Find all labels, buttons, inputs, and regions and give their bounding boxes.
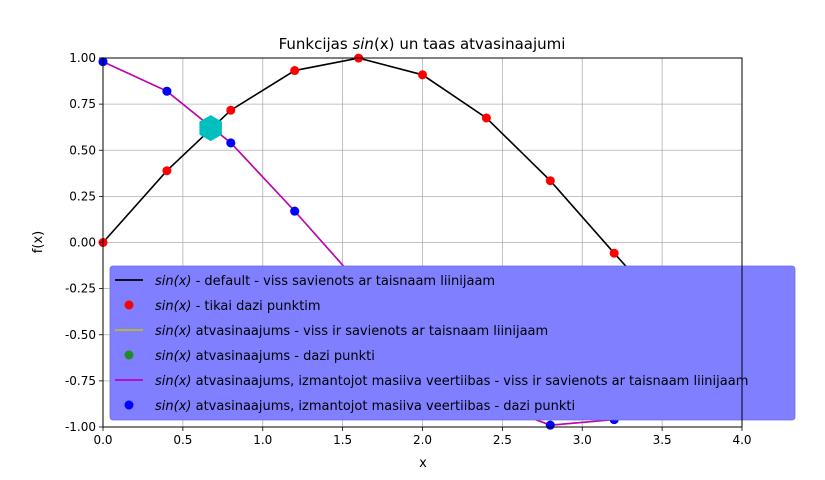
series-point-array_points xyxy=(226,138,236,148)
legend-swatch-point xyxy=(124,400,134,410)
series-point-sin_points xyxy=(418,70,427,80)
series-point-sin_points xyxy=(290,66,300,76)
y-tick-label: 0.25 xyxy=(69,189,96,203)
legend-label: sin(x) atvasinaajums, izmantojot masiiva… xyxy=(155,399,575,414)
y-tick-label: -0.50 xyxy=(65,328,96,342)
intersection-marker-layer xyxy=(199,115,222,142)
x-tick-label: 1.0 xyxy=(253,433,272,447)
x-tick-label: 0.0 xyxy=(93,433,112,447)
axis-ticks: 0.0 0.5 1.0 1.5 2.0 2.5 3.0 3.5 4.0 -1.00 -0.75 -0.… xyxy=(65,51,752,447)
legend-label: sin(x) atvasinaajums, izmantojot masiiva… xyxy=(155,374,748,389)
y-tick-label: 0.50 xyxy=(69,143,96,157)
series-point-sin_points xyxy=(545,176,555,186)
chart-title: Funkcijas sin(x) un taas atvasinaajumi xyxy=(279,35,566,53)
legend-box xyxy=(109,265,796,421)
x-tick-label: 2.0 xyxy=(413,433,432,447)
legend-label: sin(x) atvasinaajums - dazi punkti xyxy=(155,349,375,364)
y-tick-label: -0.25 xyxy=(65,282,96,296)
series-point-array_points xyxy=(290,206,300,216)
x-tick-label: 0.5 xyxy=(173,433,192,447)
x-tick-label: 2.5 xyxy=(493,433,512,447)
legend-swatch-point xyxy=(124,300,134,310)
y-tick-label: 1.00 xyxy=(69,51,96,65)
legend-label: sin(x) - default - viss savienots ar tai… xyxy=(155,274,495,289)
y-tick-label: -0.75 xyxy=(65,374,96,388)
legend-label: sin(x) - tikai dazi punktim xyxy=(155,299,321,314)
series-point-array_points xyxy=(162,86,172,96)
legend-label: sin(x) atvasinaajums - viss ir savienots… xyxy=(155,324,548,339)
series-point-array_points xyxy=(545,420,555,430)
y-tick-label: -1.00 xyxy=(65,420,96,434)
y-axis-label: f(x) xyxy=(31,231,46,253)
x-tick-label: 3.0 xyxy=(573,433,592,447)
series-point-sin_points xyxy=(609,248,619,258)
legend: sin(x) - default - viss savienots ar tai… xyxy=(109,265,796,421)
x-tick-label: 4.0 xyxy=(732,433,751,447)
intersection-hexagon xyxy=(199,115,222,142)
series-point-sin_points xyxy=(226,105,236,115)
x-tick-label: 3.5 xyxy=(653,433,672,447)
y-tick-label: 0.75 xyxy=(69,97,96,111)
series-point-sin_points xyxy=(162,166,172,176)
legend-swatch-point xyxy=(124,350,134,360)
x-axis-label: x xyxy=(419,456,427,471)
x-tick-label: 1.5 xyxy=(333,433,352,447)
series-point-sin_points xyxy=(481,113,491,123)
y-tick-label: 0.00 xyxy=(69,236,96,250)
